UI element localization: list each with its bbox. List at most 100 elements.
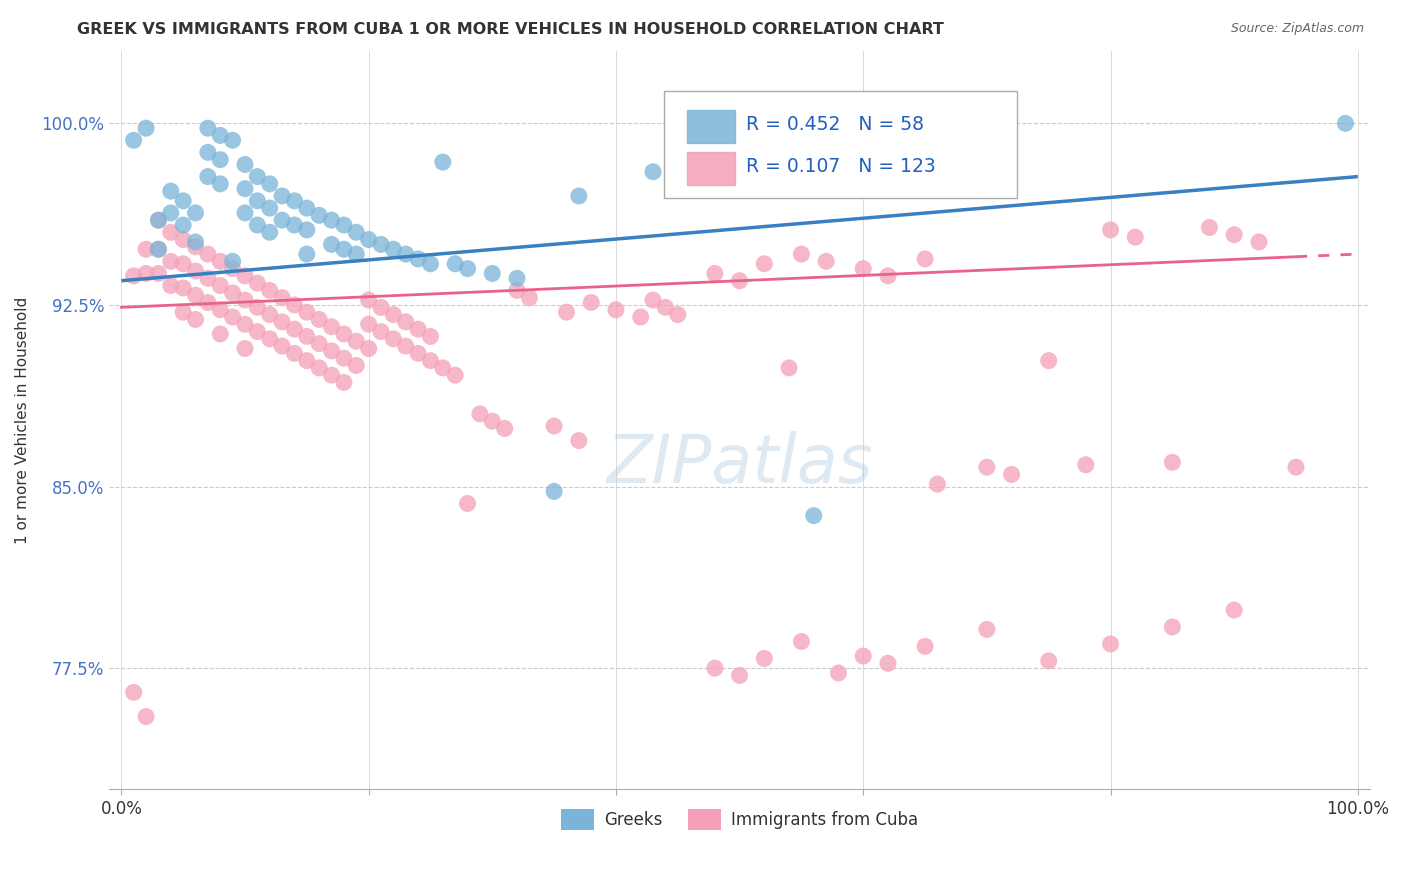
Point	[233, 318, 256, 332]
Point	[135, 242, 157, 256]
Point	[221, 261, 243, 276]
Point	[271, 213, 294, 227]
Point	[519, 291, 541, 305]
Point	[233, 293, 256, 307]
Point	[246, 194, 269, 208]
Point	[852, 648, 875, 663]
Point	[432, 360, 454, 375]
Point	[877, 657, 900, 671]
Point	[406, 322, 429, 336]
Point	[295, 329, 318, 343]
Point	[321, 237, 343, 252]
Point	[209, 153, 232, 167]
Point	[370, 237, 392, 252]
Point	[419, 353, 441, 368]
Point	[246, 301, 269, 315]
Point	[209, 326, 232, 341]
Point	[1000, 467, 1022, 482]
Point	[184, 240, 207, 254]
Point	[295, 305, 318, 319]
Point	[209, 254, 232, 268]
Point	[703, 267, 725, 281]
Point	[344, 247, 367, 261]
Point	[568, 189, 591, 203]
Point	[815, 254, 838, 268]
Point	[172, 218, 194, 232]
Point	[333, 242, 356, 256]
Point	[221, 285, 243, 300]
Point	[543, 419, 565, 434]
Point	[246, 276, 269, 290]
Point	[172, 305, 194, 319]
Point	[184, 288, 207, 302]
Point	[444, 368, 467, 383]
Point	[233, 157, 256, 171]
Point	[321, 343, 343, 358]
Point	[1247, 235, 1270, 249]
Point	[444, 257, 467, 271]
Point	[197, 145, 219, 160]
Point	[1161, 620, 1184, 634]
Point	[172, 233, 194, 247]
Point	[1038, 353, 1060, 368]
Point	[197, 295, 219, 310]
Point	[457, 496, 479, 510]
FancyBboxPatch shape	[664, 91, 1017, 198]
Point	[382, 332, 405, 346]
Point	[605, 302, 627, 317]
Point	[159, 206, 181, 220]
Legend: Greeks, Immigrants from Cuba: Greeks, Immigrants from Cuba	[554, 803, 925, 837]
Point	[221, 254, 243, 268]
Point	[703, 661, 725, 675]
Point	[283, 346, 305, 360]
Point	[333, 376, 356, 390]
Point	[246, 169, 269, 184]
Point	[506, 284, 529, 298]
Point	[357, 318, 380, 332]
Point	[419, 329, 441, 343]
Point	[357, 342, 380, 356]
Point	[370, 325, 392, 339]
Point	[259, 177, 281, 191]
Point	[927, 477, 949, 491]
Point	[271, 315, 294, 329]
Point	[395, 315, 418, 329]
Point	[728, 274, 751, 288]
Text: R = 0.107   N = 123: R = 0.107 N = 123	[747, 157, 935, 176]
Point	[184, 235, 207, 249]
Point	[197, 247, 219, 261]
Point	[184, 206, 207, 220]
Point	[344, 225, 367, 239]
Text: R = 0.452   N = 58: R = 0.452 N = 58	[747, 115, 924, 134]
Point	[1161, 455, 1184, 469]
Point	[246, 325, 269, 339]
Point	[308, 360, 330, 375]
Point	[406, 252, 429, 266]
Point	[579, 295, 602, 310]
Point	[295, 201, 318, 215]
Point	[122, 133, 145, 147]
Point	[221, 133, 243, 147]
Point	[827, 665, 849, 680]
Point	[357, 233, 380, 247]
Point	[135, 121, 157, 136]
Point	[209, 302, 232, 317]
Bar	[686, 152, 734, 186]
Point	[1334, 116, 1357, 130]
Point	[382, 242, 405, 256]
Point	[333, 326, 356, 341]
Point	[271, 189, 294, 203]
Point	[259, 308, 281, 322]
Point	[148, 242, 170, 256]
Point	[197, 271, 219, 285]
Point	[159, 254, 181, 268]
Text: GREEK VS IMMIGRANTS FROM CUBA 1 OR MORE VEHICLES IN HOUSEHOLD CORRELATION CHART: GREEK VS IMMIGRANTS FROM CUBA 1 OR MORE …	[77, 22, 945, 37]
Point	[877, 268, 900, 283]
Point	[1099, 637, 1122, 651]
Point	[221, 310, 243, 324]
Point	[259, 284, 281, 298]
Y-axis label: 1 or more Vehicles in Household: 1 or more Vehicles in Household	[15, 296, 30, 543]
Point	[283, 298, 305, 312]
Point	[1074, 458, 1097, 472]
Point	[654, 301, 676, 315]
